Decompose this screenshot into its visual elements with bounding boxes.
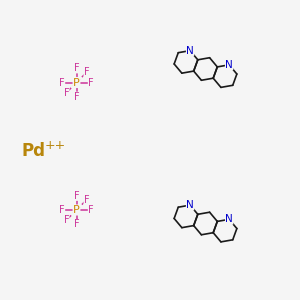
Text: N: N bbox=[225, 214, 233, 224]
Text: ++: ++ bbox=[45, 139, 66, 152]
Text: F: F bbox=[59, 77, 65, 88]
Text: F: F bbox=[64, 215, 69, 225]
Text: F: F bbox=[88, 205, 94, 215]
Text: Pd: Pd bbox=[21, 142, 45, 160]
Text: F: F bbox=[84, 68, 89, 77]
Text: N: N bbox=[186, 200, 194, 210]
Text: F: F bbox=[74, 219, 79, 230]
Text: F: F bbox=[74, 63, 79, 73]
Text: P: P bbox=[73, 205, 80, 215]
Text: N: N bbox=[186, 46, 194, 56]
Text: F: F bbox=[74, 92, 79, 102]
Text: F: F bbox=[88, 77, 94, 88]
Text: P: P bbox=[73, 77, 80, 88]
Text: F: F bbox=[64, 88, 69, 98]
Text: F: F bbox=[74, 190, 79, 201]
Text: F: F bbox=[84, 195, 89, 205]
Text: F: F bbox=[59, 205, 65, 215]
Text: N: N bbox=[225, 60, 233, 70]
